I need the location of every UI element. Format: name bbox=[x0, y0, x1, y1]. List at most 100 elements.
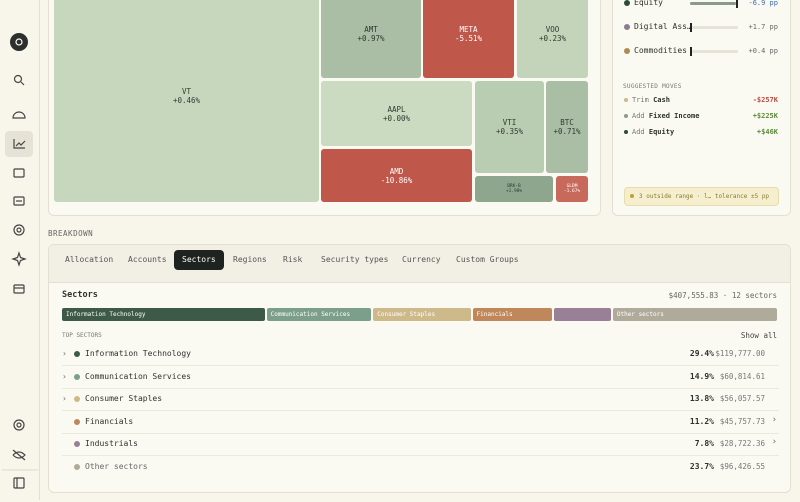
note-dot bbox=[630, 194, 634, 198]
sector-row[interactable]: › Consumer Staples 13.8% $56,057.57 bbox=[62, 389, 779, 411]
tile-change: +0.46% bbox=[172, 96, 201, 105]
treemap-tile: GLDM -1.67% bbox=[556, 176, 588, 202]
move-asset: Cash bbox=[653, 96, 670, 104]
tile-label: BRK-B bbox=[507, 184, 521, 189]
sector-segment: Information Technology bbox=[62, 308, 265, 321]
drift-dot bbox=[624, 24, 630, 30]
tile-label: GLDM bbox=[566, 184, 578, 189]
tile-label: META bbox=[459, 25, 478, 34]
breakdown-title: BREAKDOWN bbox=[48, 229, 94, 238]
drift-value: -6.9 pp bbox=[748, 0, 778, 7]
drift-name: Commodities bbox=[634, 46, 687, 55]
drift-value: +1.7 pp bbox=[748, 23, 778, 31]
drift-dot bbox=[624, 48, 630, 54]
sector-segment: Consumer Staples bbox=[373, 308, 471, 321]
tab[interactable]: Custom Groups bbox=[456, 255, 519, 264]
sector-share: 7.8% bbox=[694, 439, 714, 448]
tile-label: AAPL bbox=[387, 104, 406, 114]
sector-name: Consumer Staples bbox=[85, 394, 163, 403]
drift-track bbox=[690, 50, 738, 53]
sector-dot bbox=[74, 463, 80, 470]
sector-segment: Other sectors bbox=[612, 308, 777, 321]
tile-change: +0.71% bbox=[553, 127, 581, 136]
drift-name: Equity bbox=[634, 0, 663, 7]
section-title: Sectors bbox=[62, 290, 98, 300]
sector-row[interactable]: Other sectors 23.7% $96,426.55 bbox=[62, 457, 779, 479]
move-amount: +$225K bbox=[752, 112, 778, 120]
show-all[interactable]: Show all bbox=[740, 331, 777, 340]
sector-row[interactable]: › Information Technology 29.4% $119,777.00 bbox=[62, 344, 779, 366]
sector-share: 11.2% bbox=[689, 416, 714, 426]
move-action: Add bbox=[632, 112, 645, 120]
move-amount: +$46K bbox=[756, 128, 778, 136]
treemap-tile: VTI +0.35% bbox=[475, 81, 544, 173]
tile-label: VTI bbox=[502, 118, 517, 127]
sector-row[interactable]: Financials 11.2% $45,757.73 › bbox=[62, 412, 779, 434]
drift-value: +0.4 pp bbox=[748, 47, 778, 55]
sector-row[interactable]: › Communication Services 14.9% $60,814.61 bbox=[62, 367, 779, 389]
sector-amount: $119,777.00 bbox=[715, 349, 765, 358]
move: Trim Cash bbox=[632, 96, 670, 104]
move-dot bbox=[624, 130, 628, 134]
sector-row[interactable]: Industrials 7.8% $28,722.36 › bbox=[62, 434, 779, 456]
treemap-tile: AAPL +0.00% bbox=[321, 81, 472, 146]
tab[interactable]: Accounts bbox=[128, 255, 167, 264]
tile-change: +1.98% bbox=[505, 189, 523, 194]
tile-label: BTC bbox=[560, 118, 574, 127]
sector-share: 29.4% bbox=[689, 349, 714, 358]
sector-name: Other sectors bbox=[85, 461, 148, 471]
treemap-tile: VT +0.46% bbox=[54, 0, 319, 202]
drift-card bbox=[612, 0, 791, 216]
treemap-tile: AMT +0.97% bbox=[321, 0, 421, 78]
tab[interactable]: Security types bbox=[321, 255, 389, 264]
sector-share: 14.9% bbox=[689, 371, 714, 381]
move-action: Add bbox=[632, 128, 645, 136]
tile-change: +0.23% bbox=[538, 34, 567, 43]
move-action: Trim bbox=[632, 96, 649, 104]
drift-marker bbox=[690, 23, 692, 32]
list-title: TOP SECTORS bbox=[62, 332, 102, 339]
expand-chevron: › bbox=[62, 394, 67, 403]
expand-chevron: › bbox=[62, 371, 67, 381]
treemap-tile: BRK-B +1.98% bbox=[475, 176, 553, 202]
sector-share: 23.7% bbox=[689, 461, 714, 471]
tab[interactable]: Allocation bbox=[65, 255, 114, 264]
sector-dot bbox=[74, 396, 80, 402]
tab[interactable]: Risk bbox=[283, 255, 303, 264]
sector-name: Industrials bbox=[85, 439, 138, 448]
tile-label: VOO bbox=[545, 25, 560, 34]
sector-name: Financials bbox=[85, 416, 134, 426]
tile-change: -10.86% bbox=[380, 175, 413, 185]
row-chevron: › bbox=[771, 414, 777, 425]
drift-name: Digital Ass… bbox=[634, 22, 692, 31]
tab[interactable]: Currency bbox=[402, 255, 441, 264]
tab[interactable]: Sectors bbox=[174, 250, 224, 270]
treemap-tile: AMD -10.86% bbox=[321, 149, 472, 202]
tile-change: -1.67% bbox=[563, 189, 581, 194]
tile-change: +0.35% bbox=[495, 127, 524, 136]
sector-amount: $60,814.61 bbox=[719, 371, 765, 381]
move-asset: Fixed Income bbox=[648, 112, 700, 120]
move-dot bbox=[624, 114, 628, 118]
sector-dot bbox=[74, 418, 80, 425]
drift-marker bbox=[690, 47, 692, 56]
drift-track bbox=[690, 26, 738, 29]
drift-marker bbox=[736, 0, 738, 8]
treemap-tile: VOO +0.23% bbox=[517, 0, 588, 78]
row-chevron: › bbox=[771, 437, 777, 447]
sector-dot bbox=[74, 373, 80, 380]
tab[interactable]: Regions bbox=[233, 255, 267, 264]
expand-chevron: › bbox=[62, 349, 67, 358]
sector-amount: $56,057.57 bbox=[719, 394, 765, 403]
sector-amount: $45,757.73 bbox=[719, 416, 765, 426]
sector-dot bbox=[74, 441, 80, 447]
tile-change: +0.00% bbox=[382, 113, 411, 123]
sidebar-icons bbox=[2, 33, 38, 489]
move-asset: Equity bbox=[648, 128, 675, 136]
tolerance-note: 3 outside range · l… tolerance ±5 pp bbox=[624, 187, 779, 206]
sector-name: Communication Services bbox=[85, 371, 191, 381]
move-dot bbox=[624, 98, 628, 102]
sector-share: 13.8% bbox=[689, 394, 714, 403]
tile-label: AMD bbox=[389, 166, 404, 176]
sector-bar: Information Technology Communication Serv… bbox=[62, 308, 779, 321]
